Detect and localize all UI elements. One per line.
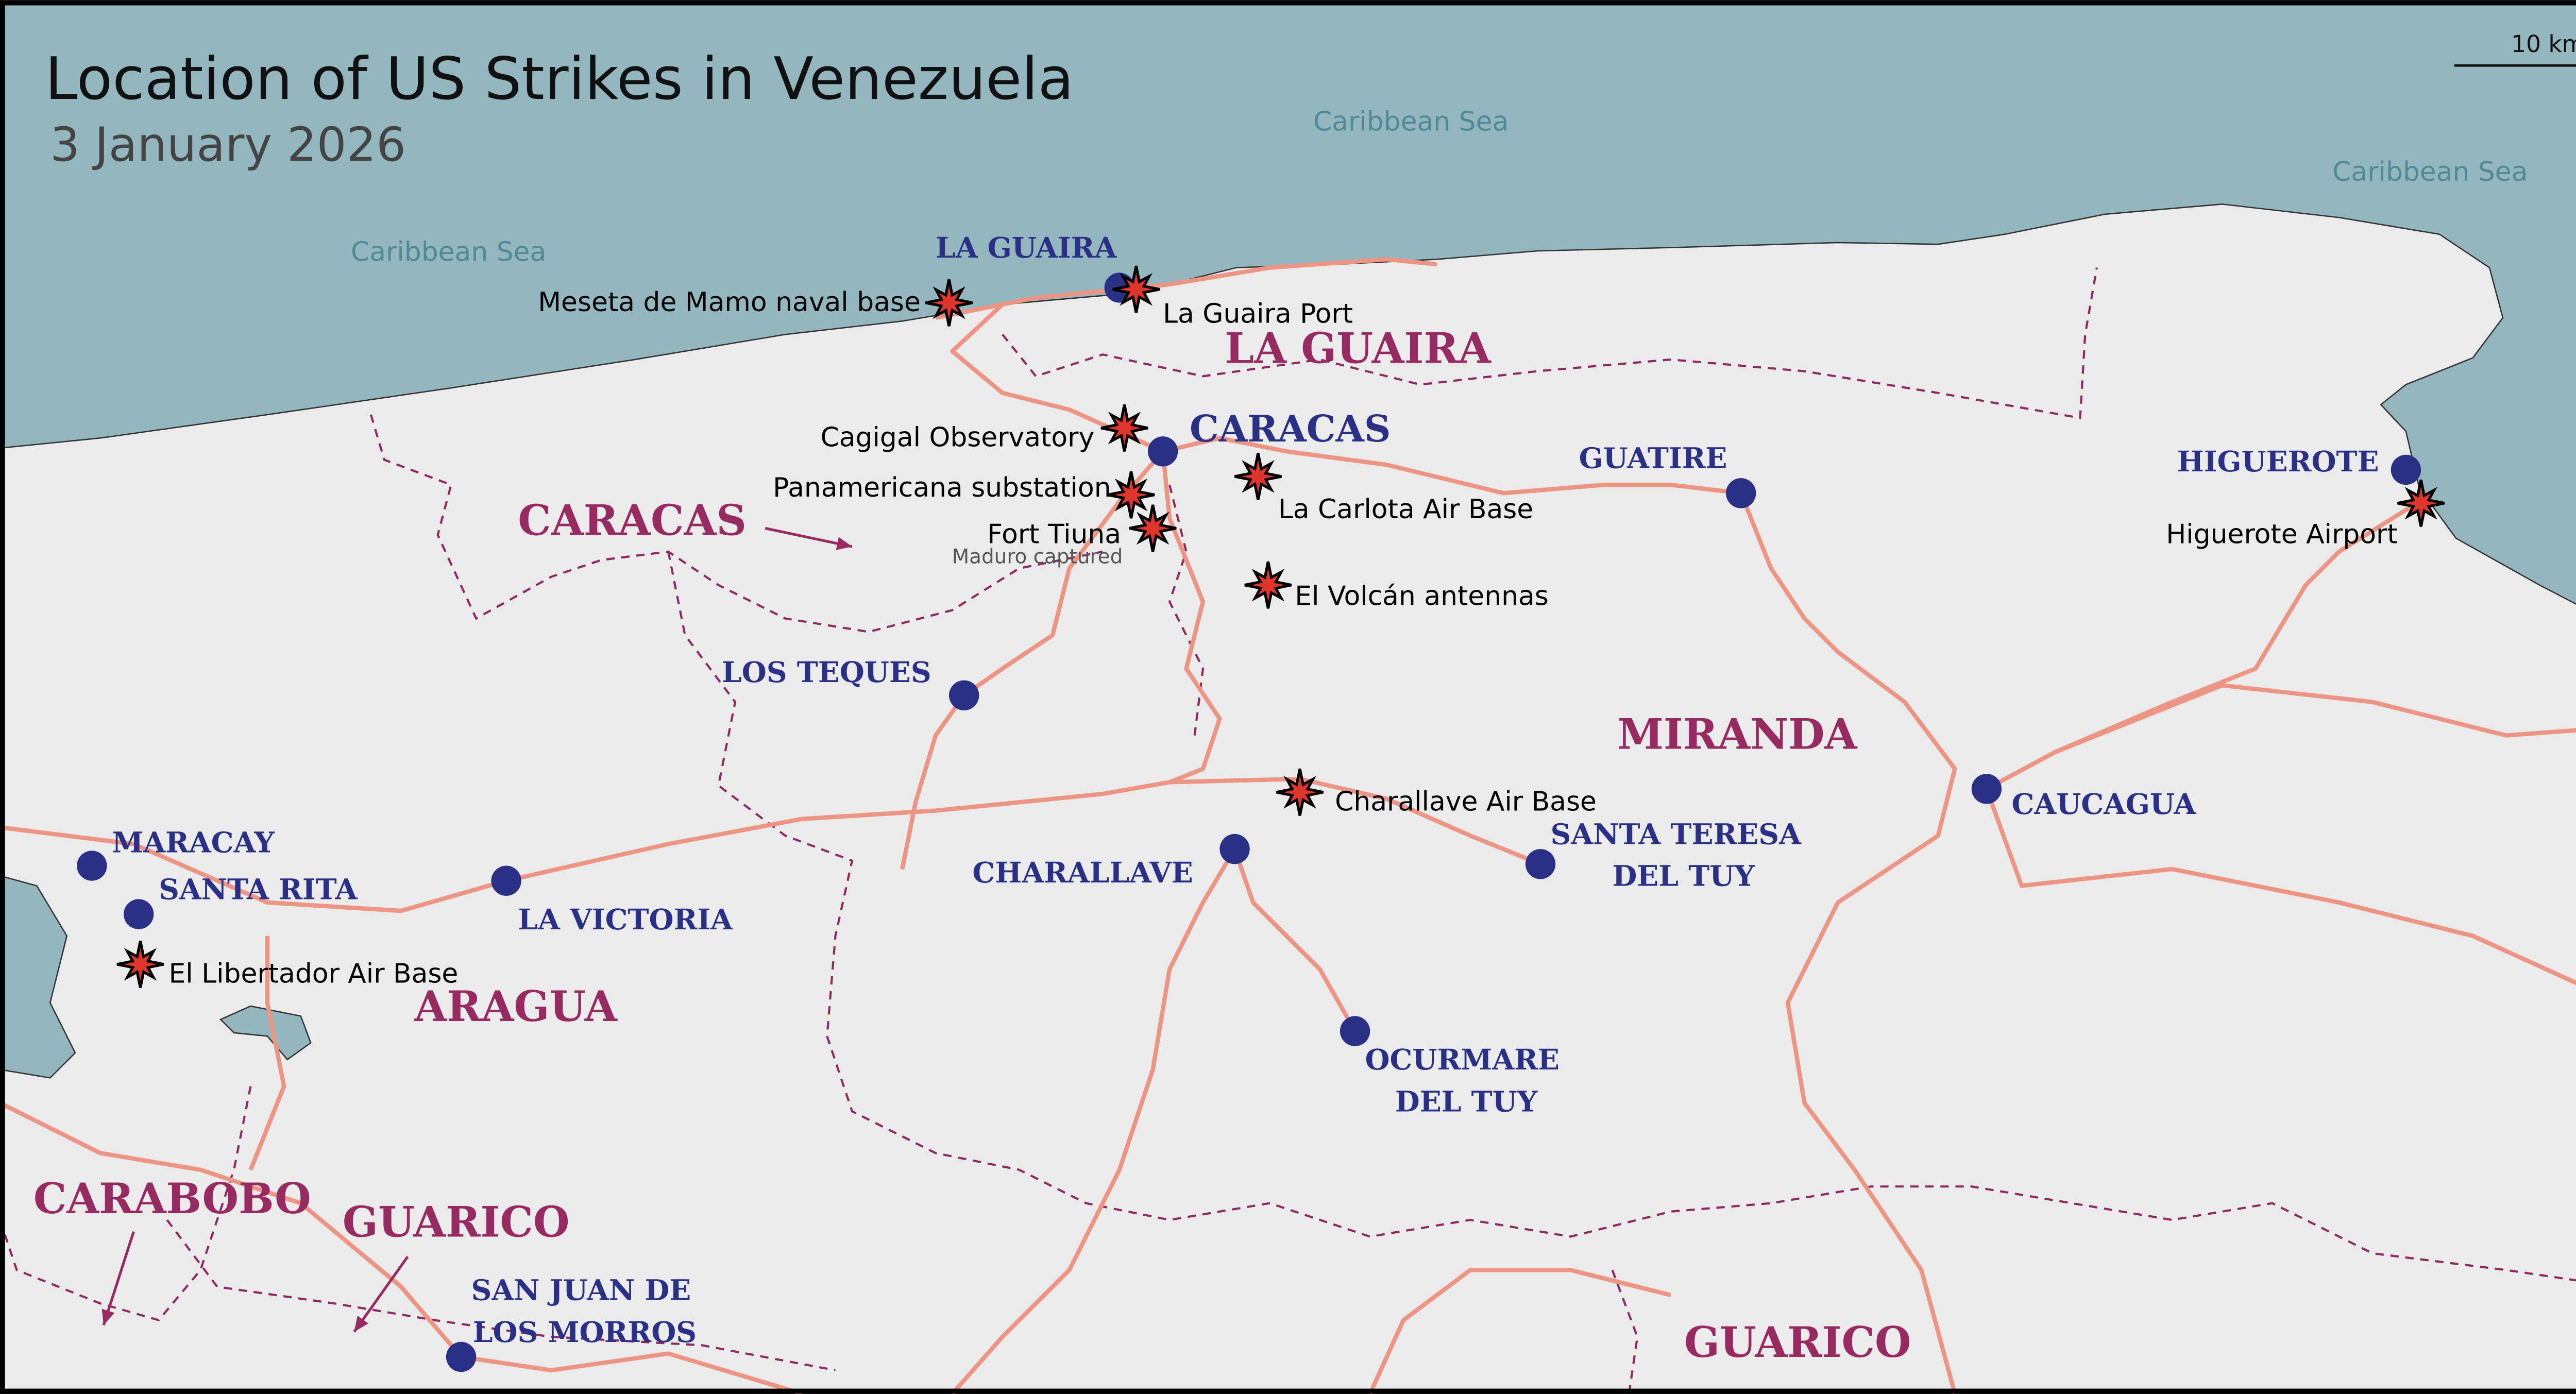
strike: La Carlota Air Base <box>1234 453 1533 525</box>
city-dot <box>2391 454 2421 485</box>
scale-bar: 10 km <box>2454 30 2576 67</box>
strike-label: La Carlota Air Base <box>1278 494 1533 525</box>
strike: El Volcán antennas <box>1244 561 1549 612</box>
city-dot <box>1219 834 1250 864</box>
scale-label: 10 km <box>2511 30 2576 58</box>
city: LA VICTORIA <box>491 865 733 937</box>
state-label: CARABOBO <box>33 1175 311 1223</box>
strike-label: La Guaira Port <box>1163 299 1353 330</box>
explosion-icon <box>1276 768 1324 816</box>
strike-label: El Volcán antennas <box>1295 581 1548 612</box>
state-borders <box>0 267 2576 1394</box>
city: CARACAS <box>1147 407 1391 467</box>
city-dot <box>1525 849 1556 879</box>
explosion-icon <box>1234 453 1282 500</box>
city: CHARALLAVE <box>972 834 1250 890</box>
strike: Panamericana substation <box>773 471 1155 519</box>
city: SANTA TERESA DEL TUY <box>1525 818 1802 893</box>
city-dot <box>446 1341 477 1372</box>
city: SANTA RITA <box>123 873 358 929</box>
map-title: Location of US Strikes in Venezuela <box>45 45 1074 113</box>
state-label: MIRANDA <box>1617 710 1857 759</box>
state-label: GUARICO <box>1684 1318 1911 1367</box>
state-label: CARACAS <box>518 496 747 545</box>
strike-note: Maduro captured <box>952 546 1123 569</box>
sea-label: Caribbean Sea <box>351 237 546 268</box>
explosion-icon <box>2397 479 2445 527</box>
strike-label: Fort Tiuna <box>987 519 1121 550</box>
city-dot <box>491 865 521 896</box>
city-label: SANTA RITA <box>159 873 358 906</box>
city-label: SAN JUAN DE <box>471 1274 691 1307</box>
city: HIGUEROTE <box>2177 445 2421 485</box>
explosion-icon <box>1100 404 1148 452</box>
explosion-icon <box>1244 561 1292 609</box>
city: CAUCAGUA <box>1971 774 2197 821</box>
city-dot <box>1147 436 1178 467</box>
lagoon-water <box>0 875 76 1079</box>
city-label: OCURMARE <box>1365 1043 1560 1077</box>
explosion-icon <box>925 279 973 327</box>
sea-label: Caribbean Sea <box>2332 157 2528 188</box>
strike-label: El Libertador Air Base <box>169 959 459 990</box>
city-label: CAUCAGUA <box>2012 788 2197 821</box>
sea-label: Caribbean Sea <box>1313 107 1509 138</box>
city-dot <box>1340 1016 1370 1046</box>
city-dot <box>77 851 107 881</box>
arrow-icon <box>353 1255 409 1333</box>
lake-water <box>219 1005 312 1061</box>
strike: Cagigal Observatory <box>821 404 1148 453</box>
city: OCURMARE DEL TUY <box>1340 1016 1560 1118</box>
strike-label: Panamericana substation <box>773 472 1111 503</box>
city-dot <box>949 680 979 710</box>
strike-label: Meseta de Mamo naval base <box>538 287 921 318</box>
city-label: GUATIRE <box>1579 442 1727 475</box>
city-dot <box>1971 774 2002 804</box>
city-label: LOS TEQUES <box>722 656 931 689</box>
arrow-icon <box>765 526 853 550</box>
explosion-icon <box>116 940 164 988</box>
city-label: CARACAS <box>1190 407 1391 450</box>
city: MARACAY <box>77 826 275 881</box>
city-label: CHARALLAVE <box>972 856 1193 890</box>
map-subtitle: 3 January 2026 <box>50 118 406 172</box>
explosion-icon <box>1107 471 1155 519</box>
strike-label: Higuerote Airport <box>2166 519 2397 550</box>
city-dot <box>123 899 154 929</box>
strike-label: Cagigal Observatory <box>821 422 1095 453</box>
city-dot <box>1726 478 1756 508</box>
city: GUATIRE <box>1579 442 1756 508</box>
city-label: DEL TUY <box>1612 859 1755 893</box>
state-label: LA GUAIRA <box>1225 324 1492 373</box>
city: LOS TEQUES <box>722 656 979 710</box>
city-label: MARACAY <box>112 826 275 860</box>
city-label: HIGUEROTE <box>2177 445 2379 479</box>
city-label: LOS MORROS <box>473 1316 697 1349</box>
city-label: SANTA TERESA <box>1550 818 1802 851</box>
arrow-icon <box>101 1231 135 1326</box>
state-label: GUARICO <box>343 1198 570 1247</box>
state-label: ARAGUA <box>414 982 618 1031</box>
strike: El Libertador Air Base <box>116 940 459 990</box>
city-label: LA VICTORIA <box>518 903 733 937</box>
explosion-icon <box>1112 265 1160 313</box>
city-label: DEL TUY <box>1395 1085 1538 1118</box>
strike: Meseta de Mamo naval base <box>538 279 973 327</box>
city: SAN JUAN DE LOS MORROS <box>446 1274 697 1372</box>
strike: La Guaira Port <box>1112 265 1353 330</box>
roads <box>0 257 2576 1394</box>
strike: Higuerote Airport <box>2166 479 2445 550</box>
strike-label: Charallave Air Base <box>1335 787 1597 818</box>
city-label: LA GUAIRA <box>936 231 1117 265</box>
explosion-icon <box>1129 504 1177 552</box>
strike: Charallave Air Base <box>1276 768 1597 818</box>
